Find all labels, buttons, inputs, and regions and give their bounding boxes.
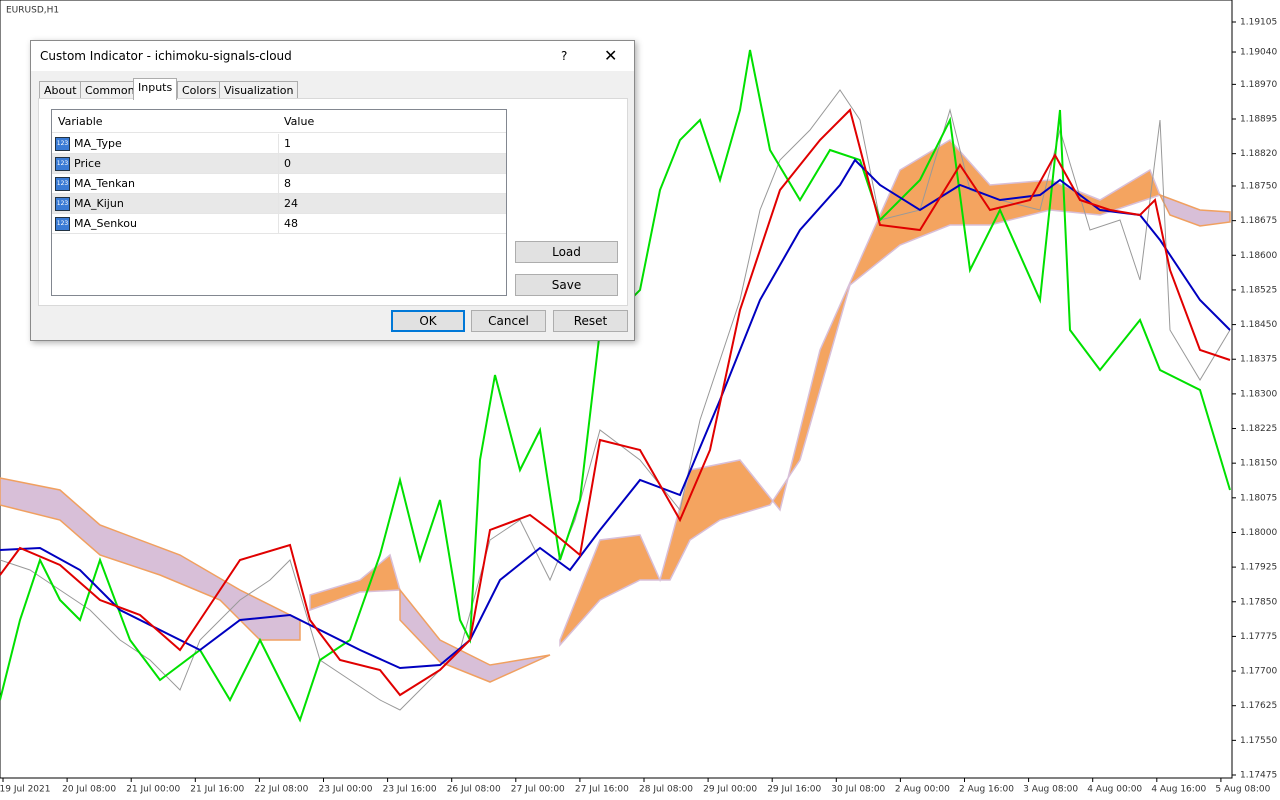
title-bar: Custom Indicator - ichimoku-signals-clou…	[31, 41, 634, 71]
time-tick-label: 22 Jul 08:00	[254, 785, 308, 795]
type-icon: 123	[55, 197, 70, 211]
tab[interactable]: Visualization	[219, 81, 299, 99]
price-tick-label: 1.19040	[1240, 48, 1277, 58]
inputs-table: Variable Value 123 MA_Type 1 123 Price 0 123 MA…	[51, 109, 507, 296]
table-row[interactable]: 123 MA_Type 1	[52, 134, 506, 154]
variable-name: MA_Type	[74, 137, 122, 150]
ok-button[interactable]: OK	[391, 310, 465, 332]
variable-value: 24	[284, 197, 298, 210]
indicator-dialog: Custom Indicator - ichimoku-signals-clou…	[30, 40, 635, 341]
column-header: Variable	[58, 115, 103, 128]
column-header: Value	[284, 115, 315, 128]
cancel-button[interactable]: Cancel	[471, 310, 546, 332]
type-icon: 123	[55, 137, 70, 151]
price-tick-label: 1.18225	[1240, 424, 1277, 434]
tab[interactable]: About	[39, 81, 82, 99]
cloud-bear	[1158, 193, 1231, 227]
close-button[interactable]: ✕	[604, 46, 618, 65]
time-tick-label: 21 Jul 16:00	[190, 785, 244, 795]
variable-value: 0	[284, 157, 291, 170]
time-tick-label: 23 Jul 00:00	[319, 785, 373, 795]
column-separator	[278, 134, 279, 153]
price-tick-label: 1.18970	[1240, 80, 1277, 90]
price-tick-label: 1.17850	[1240, 597, 1277, 607]
time-tick-label: 4 Aug 00:00	[1087, 785, 1142, 795]
price-tick-label: 1.18075	[1240, 493, 1277, 503]
price-tick-label: 1.18525	[1240, 285, 1277, 295]
tab-active[interactable]: Inputs	[133, 78, 178, 100]
load-button[interactable]: Load	[515, 241, 618, 263]
reset-button[interactable]: Reset	[553, 310, 628, 332]
price-tick-label: 1.18450	[1240, 320, 1277, 330]
time-tick-label: 2 Aug 16:00	[959, 785, 1014, 795]
price-tick-label: 1.18675	[1240, 216, 1277, 226]
symbol-label: EURUSD,H1	[6, 6, 59, 16]
chikou-line	[0, 49, 1231, 723]
price-tick-label: 1.17550	[1240, 736, 1277, 746]
price-tick-label: 1.18820	[1240, 149, 1277, 159]
type-icon: 123	[55, 177, 70, 191]
type-icon: 123	[55, 217, 70, 231]
table-header: Variable Value	[52, 110, 506, 133]
time-tick-label: 23 Jul 16:00	[383, 785, 437, 795]
price-tick-label: 1.18300	[1240, 389, 1277, 399]
time-tick-label: 4 Aug 16:00	[1151, 785, 1206, 795]
table-row[interactable]: 123 Price 0	[52, 154, 506, 174]
time-tick-label: 29 Jul 16:00	[767, 785, 821, 795]
variable-value: 1	[284, 137, 291, 150]
time-tick-label: 2 Aug 00:00	[895, 785, 950, 795]
price-tick-label: 1.18150	[1240, 459, 1277, 469]
price-tick-label: 1.18000	[1240, 528, 1277, 538]
table-row[interactable]: 123 MA_Senkou 48	[52, 214, 506, 234]
variable-value: 8	[284, 177, 291, 190]
type-icon: 123	[55, 157, 70, 171]
time-tick-label: 27 Jul 16:00	[575, 785, 629, 795]
tab[interactable]: Common	[80, 81, 140, 99]
time-tick-label: 20 Jul 08:00	[62, 785, 116, 795]
help-button[interactable]: ?	[561, 49, 568, 63]
tenkan-line	[0, 108, 1231, 697]
cloud-bear	[0, 477, 301, 641]
price-tick-label: 1.19105	[1240, 18, 1277, 28]
dialog-title: Custom Indicator - ichimoku-signals-clou…	[40, 49, 292, 63]
column-separator	[278, 194, 279, 213]
column-separator	[278, 154, 279, 173]
variable-name: MA_Tenkan	[74, 177, 135, 190]
variable-value: 48	[284, 217, 298, 230]
column-separator	[278, 174, 279, 193]
save-button[interactable]: Save	[515, 274, 618, 296]
kijun-line	[0, 158, 1231, 670]
column-separator	[278, 214, 279, 233]
time-tick-label: 21 Jul 00:00	[126, 785, 180, 795]
cloud-bear	[399, 587, 551, 683]
time-tick-label: 29 Jul 00:00	[703, 785, 757, 795]
time-tick-label: 19 Jul 2021	[0, 785, 50, 795]
variable-name: Price	[74, 157, 101, 170]
price-tick-label: 1.18750	[1240, 181, 1277, 191]
price-tick-label: 1.17475	[1240, 771, 1277, 781]
price-tick-label: 1.18895	[1240, 115, 1277, 125]
variable-name: MA_Senkou	[74, 217, 137, 230]
time-tick-label: 30 Jul 08:00	[831, 785, 885, 795]
tab-panel: Variable Value 123 MA_Type 1 123 Price 0 123 MA…	[38, 98, 628, 306]
price-tick-label: 1.17625	[1240, 701, 1277, 711]
price-tick-label: 1.17700	[1240, 667, 1277, 677]
time-tick-label: 28 Jul 08:00	[639, 785, 693, 795]
time-tick-label: 3 Aug 08:00	[1023, 785, 1078, 795]
time-tick-label: 27 Jul 00:00	[511, 785, 565, 795]
tab[interactable]: Colors	[177, 81, 222, 99]
variable-name: MA_Kijun	[74, 197, 124, 210]
time-tick-label: 5 Aug 08:00	[1215, 785, 1270, 795]
table-row[interactable]: 123 MA_Kijun 24	[52, 194, 506, 214]
price-tick-label: 1.18600	[1240, 251, 1277, 261]
table-row[interactable]: 123 MA_Tenkan 8	[52, 174, 506, 194]
price-tick-label: 1.17925	[1240, 563, 1277, 573]
price-tick-label: 1.18375	[1240, 355, 1277, 365]
price-tick-label: 1.17775	[1240, 632, 1277, 642]
time-tick-label: 26 Jul 08:00	[447, 785, 501, 795]
